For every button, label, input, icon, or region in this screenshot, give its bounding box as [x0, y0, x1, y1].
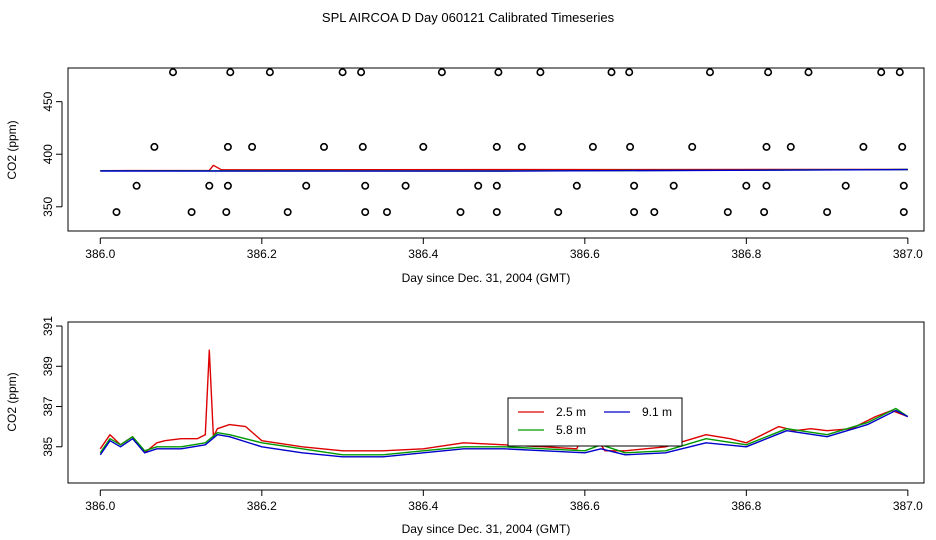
y-tick-label-bottom: 389: [41, 356, 55, 376]
x-tick-label-bottom: 386.2: [247, 499, 277, 513]
calibration-point: [630, 181, 639, 190]
x-tick-label-top: 386.4: [408, 247, 438, 261]
x-tick-label-bottom: 386.0: [85, 499, 115, 513]
calibration-point: [226, 68, 235, 77]
calibration-point: [456, 208, 465, 217]
calibration-point: [302, 181, 311, 190]
calibration-point: [572, 181, 581, 190]
x-tick-label-bottom: 386.6: [570, 499, 600, 513]
calibration-point: [265, 68, 274, 77]
calibration-point: [492, 142, 501, 151]
calibration-point: [898, 142, 907, 151]
series-line-9-1-m-bottom: [99, 409, 909, 458]
calibration-point: [357, 68, 366, 77]
x-tick-label-bottom: 386.8: [731, 499, 761, 513]
calibration-point: [786, 142, 795, 151]
calibration-point: [899, 208, 908, 217]
calibration-point: [895, 68, 904, 77]
x-tick-label-top: 386.2: [247, 247, 277, 261]
x-axis-label-top: Day since Dec. 31, 2004 (GMT): [402, 271, 571, 285]
calibration-point: [877, 68, 886, 77]
y-axis-label-bottom: CO2 (ppm): [5, 372, 19, 431]
calibration-point: [742, 181, 751, 190]
calibration-point: [517, 142, 526, 151]
calibration-point: [437, 68, 446, 77]
calibration-point: [494, 68, 503, 77]
calibration-point: [607, 68, 616, 77]
calibration-point: [361, 208, 370, 217]
calibration-point: [723, 208, 732, 217]
legend-label-5-8m: 5.8 m: [556, 423, 586, 437]
calibration-point: [841, 181, 850, 190]
calibration-point: [764, 68, 773, 77]
calibration-point: [705, 68, 714, 77]
calibration-point: [222, 208, 231, 217]
calibration-point: [588, 142, 597, 151]
calibration-point: [401, 181, 410, 190]
y-tick-label-bottom: 387: [41, 396, 55, 416]
y-tick-label-top: 350: [41, 196, 55, 216]
legend-label-2-5m: 2.5 m: [556, 405, 586, 419]
calibration-point: [762, 142, 771, 151]
x-tick-label-bottom: 386.4: [408, 499, 438, 513]
calibration-point: [361, 181, 370, 190]
calibration-scatter-panel: 386.0 386.2 386.4 386.6 386.8 387.0350400450 …: [5, 67, 925, 285]
plot-frame-bottom: [67, 321, 925, 484]
calibration-point: [804, 68, 813, 77]
calibration-point: [319, 142, 328, 151]
calibration-point: [205, 181, 214, 190]
x-tick-label-top: 386.6: [570, 247, 600, 261]
y-tick-label-bottom: 391: [41, 316, 55, 336]
calibration-point: [492, 208, 501, 217]
calibration-point: [187, 208, 196, 217]
legend: 2.5 m 5.8 m 9.1 m: [507, 397, 683, 447]
calibration-point: [419, 142, 428, 151]
series-line-9-1-m-top: [100, 168, 908, 172]
calibration-point: [626, 142, 635, 151]
calibration-point: [650, 208, 659, 217]
calibration-point: [169, 68, 178, 77]
calibration-point: [630, 208, 639, 217]
calibration-point: [554, 208, 563, 217]
figure-title: SPL AIRCOA D Day 060121 Calibrated Times…: [322, 10, 615, 25]
calibration-point: [283, 208, 292, 217]
calibration-point: [150, 142, 159, 151]
y-tick-label-top: 450: [41, 91, 55, 111]
calibration-point: [382, 208, 391, 217]
calibration-point: [859, 142, 868, 151]
calibration-point: [536, 68, 545, 77]
calibration-point: [248, 142, 257, 151]
calibration-point: [762, 181, 771, 190]
calibration-point: [688, 142, 697, 151]
calibration-point: [132, 181, 141, 190]
legend-box: [507, 397, 683, 447]
calibration-point: [338, 68, 347, 77]
y-tick-label-bottom: 385: [41, 436, 55, 456]
x-tick-label-bottom: 387.0: [893, 499, 923, 513]
x-tick-label-top: 386.8: [731, 247, 761, 261]
calibration-point: [760, 208, 769, 217]
calibration-point: [112, 208, 121, 217]
calibration-point: [223, 181, 232, 190]
co2-timeseries-panel: 386.0 386.2 386.4 386.6 386.8 387.0 385 387 389 3…: [5, 316, 925, 536]
calibration-point: [625, 68, 634, 77]
plot-frame-top: [67, 67, 925, 232]
calibration-point: [669, 181, 678, 190]
calibration-point: [823, 208, 832, 217]
y-tick-label-top: 400: [41, 144, 55, 164]
calibration-point: [223, 142, 232, 151]
x-tick-label-top: 387.0: [893, 247, 923, 261]
calibration-point: [899, 181, 908, 190]
series-line-2-5-m-bottom: [99, 349, 909, 454]
y-axis-label-top: CO2 (ppm): [5, 120, 19, 179]
series-line-5-8-m-bottom: [99, 407, 909, 456]
calibration-point: [474, 181, 483, 190]
x-axis-label-bottom: Day since Dec. 31, 2004 (GMT): [402, 522, 571, 536]
calibration-point: [492, 181, 501, 190]
x-tick-label-top: 386.0: [85, 247, 115, 261]
calibration-point: [358, 142, 367, 151]
legend-label-9-1m: 9.1 m: [642, 405, 672, 419]
